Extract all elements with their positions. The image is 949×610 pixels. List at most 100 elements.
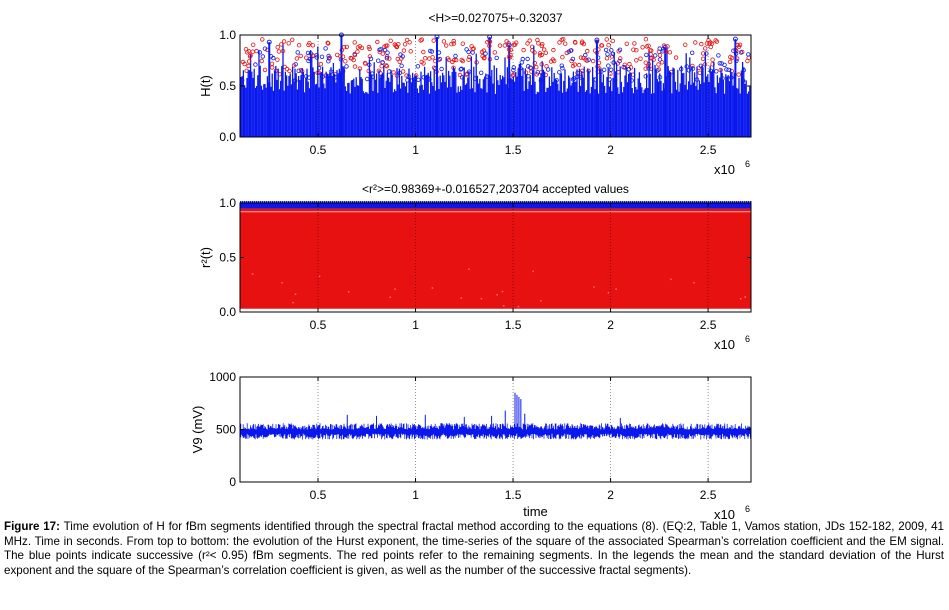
r2-red-point (615, 288, 617, 290)
h-blue-point (714, 69, 719, 74)
h-red-point (728, 54, 733, 60)
h-blue-point (406, 74, 411, 79)
h-red-point (243, 47, 249, 52)
h-blue-point (473, 76, 478, 81)
x-tick-label: 2 (607, 318, 614, 332)
h-red-point (388, 38, 393, 43)
h-blue-point (319, 54, 325, 59)
h-red-point (418, 38, 423, 43)
h-blue-point (494, 55, 499, 61)
r2-red-point (294, 293, 297, 295)
h-red-point (355, 49, 360, 54)
x-tick-label: 1 (412, 143, 419, 157)
h-red-point (355, 45, 361, 50)
figure-caption: Figure 17: Time evolution of H for fBm s… (4, 520, 944, 578)
h-red-point (521, 47, 526, 53)
x-tick-label: 0.5 (310, 143, 327, 157)
h-red-point (627, 61, 632, 67)
h-red-point (281, 39, 287, 44)
h-blue-point (479, 70, 484, 75)
h-blue-point (316, 65, 322, 71)
h-blue-point (400, 54, 405, 59)
h-red-point (294, 56, 300, 61)
h-blue-point (746, 52, 751, 57)
h-red-point (310, 53, 316, 58)
h-blue-point (421, 75, 426, 80)
h-blue-point (326, 73, 331, 79)
h-blue-point (720, 76, 725, 81)
r2-red-point (460, 297, 463, 299)
h-red-point (514, 40, 519, 45)
h-blue-point (629, 78, 634, 83)
h-blue-point (557, 70, 562, 75)
h-red-point (306, 42, 311, 48)
h-blue-point (729, 75, 734, 80)
h-blue-point (738, 50, 744, 55)
h-blue-point (613, 77, 618, 83)
h-blue-point (326, 59, 331, 64)
chart-title: <r²>=0.98369+-0.016527,203704 accepted v… (362, 182, 629, 196)
r2-blue-band (240, 203, 751, 209)
h-blue-point (724, 67, 729, 72)
h-red-point (391, 70, 396, 75)
h-blue-point (717, 61, 722, 66)
h-red-point (599, 43, 605, 48)
h-red-point (643, 60, 648, 65)
h-red-point (470, 47, 475, 52)
h-red-point (310, 43, 316, 48)
h-blue-point (370, 74, 376, 80)
h-blue-point (326, 56, 332, 61)
h-red-point (542, 47, 547, 52)
figure-svg: <H>=0.027075+-0.32037 0.5 1 1.5 2 2.5 0.0 0.5 1.… (190, 11, 752, 522)
x-tick-label: 2.5 (700, 318, 717, 332)
h-blue-point (293, 78, 298, 83)
x-exponent-power: 6 (745, 504, 750, 514)
h-red-point (280, 48, 286, 54)
h-red-point (449, 42, 454, 47)
h-red-point (492, 50, 497, 55)
h-blue-point (384, 56, 390, 61)
r2-red-point (670, 278, 672, 281)
h-blue-point (320, 74, 325, 79)
h-blue-point (646, 66, 651, 71)
h-blue-point (694, 77, 700, 82)
h-red-point (700, 56, 706, 61)
h-blue-point (291, 78, 297, 83)
r2-red-point (532, 270, 534, 273)
h-red-point (704, 41, 710, 46)
h-blue-point (606, 63, 611, 68)
h-red-point (380, 51, 385, 56)
h-red-point (431, 38, 436, 43)
h-red-point (444, 43, 449, 48)
h-red-point (451, 41, 456, 46)
h-blue-point (415, 64, 421, 69)
h-blue-point (296, 68, 301, 73)
x-tick-label: 0.5 (310, 488, 327, 502)
h-red-point (527, 38, 532, 43)
h-red-point (423, 56, 428, 61)
h-red-point (246, 49, 251, 54)
h-red-point (441, 39, 447, 44)
h-red-point (262, 67, 268, 73)
h-blue-point (621, 64, 626, 70)
h-blue-point (380, 60, 385, 65)
plot-area (239, 32, 751, 137)
h-blue-point (262, 46, 268, 51)
h-blue-point (459, 75, 465, 80)
h-red-point (683, 42, 688, 47)
h-red-point (573, 40, 578, 45)
y-axis-label: H(t) (198, 75, 213, 97)
h-red-point (550, 57, 556, 62)
h-red-point (657, 53, 663, 58)
x-tick-label: 1.5 (505, 143, 522, 157)
h-red-point (622, 62, 627, 68)
h-blue-point (610, 51, 616, 57)
h-red-point (604, 37, 609, 42)
h-red-point (570, 63, 576, 69)
h-red-point (640, 45, 645, 50)
h-red-point (647, 48, 653, 53)
h-blue-point (657, 74, 663, 80)
h-blue-point (609, 48, 614, 53)
h-red-point (404, 37, 410, 43)
h-red-point (624, 41, 629, 46)
